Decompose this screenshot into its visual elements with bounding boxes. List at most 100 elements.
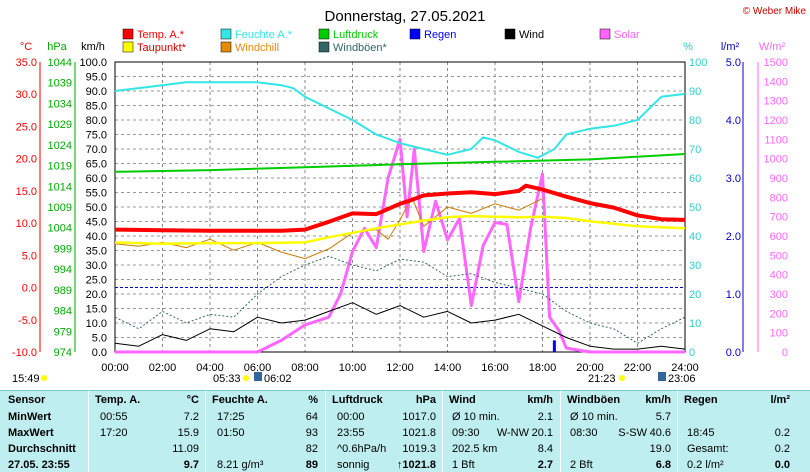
solar-tick-label: 1400	[764, 76, 788, 88]
legend-swatch	[318, 41, 330, 53]
rain-tick-label: 4.0	[726, 115, 741, 127]
table-cell: 82	[305, 443, 318, 455]
table-header-unit: °C	[186, 394, 199, 406]
hum-tick-label: 0	[689, 347, 695, 359]
plot-frame	[114, 61, 686, 353]
legend-swatch	[599, 28, 611, 40]
wind-tick-label: 15.0	[86, 304, 107, 316]
press-tick-label: 1044	[48, 57, 72, 69]
table-row-label: Durchschnitt	[8, 443, 76, 455]
legend-label: Windböen*	[333, 42, 388, 54]
table-cell: 19.0	[649, 443, 671, 455]
table-cell: 2.7	[537, 459, 553, 471]
x-tick-label: 20:00	[576, 362, 604, 374]
legend-swatch	[122, 41, 134, 53]
table-header: Regen	[684, 394, 718, 406]
table-cell: 64	[305, 411, 318, 423]
sun-time-left: 15:49	[12, 373, 40, 385]
solar-tick-label: 200	[770, 308, 788, 320]
solar-tick-label: 1000	[764, 154, 788, 166]
temp-tick-label: 5.0	[22, 250, 37, 262]
solar-tick-label: 1200	[764, 115, 788, 127]
table-cell: 8.4	[537, 443, 553, 455]
table-cell: 11.09	[172, 443, 199, 455]
x-tick-label: 04:00	[196, 362, 224, 374]
legend-label: Solar	[614, 29, 640, 41]
wind-tick-label: 60.0	[86, 173, 107, 185]
wind-tick-label: 55.0	[86, 188, 107, 200]
wind-tick-label: 35.0	[86, 246, 107, 258]
press-tick-label: 984	[54, 306, 72, 318]
temp-tick-label: -10.0	[12, 347, 37, 359]
wind-tick-label: 40.0	[86, 231, 107, 243]
table-header: Wind	[449, 394, 476, 406]
wind-tick-label: 80.0	[86, 115, 107, 127]
x-tick-label: 12:00	[386, 362, 414, 374]
table-cell: 202.5 km	[452, 443, 498, 455]
table-cell: 09:30	[452, 427, 480, 439]
weather-chart: Donnerstag, 27.05.2021 © Weber Mike Temp. …	[12, 6, 807, 385]
press-tick-label: 1024	[48, 140, 72, 152]
press-tick-label: 1019	[48, 161, 72, 173]
table-cell: ^0.6hPa/h	[337, 443, 387, 455]
series-luftdruck	[114, 153, 686, 173]
wind-tick-label: 100.0	[79, 57, 107, 69]
table-cell: Gesamt:	[687, 443, 729, 455]
table-divider	[205, 391, 206, 472]
table-cell: 5.7	[655, 411, 671, 423]
legend-label: Wind	[519, 29, 544, 41]
solar-tick-label: 1500	[764, 57, 788, 69]
table-cell: 0.2	[774, 443, 790, 455]
table-cell: sonnig	[337, 459, 370, 471]
unit-hum: %	[683, 41, 693, 53]
press-tick-label: 979	[54, 326, 72, 338]
x-tick-label: 00:00	[101, 362, 129, 374]
table-cell: 20.1	[531, 427, 553, 439]
solar-tick-label: 1100	[764, 134, 788, 146]
legend-label: Windchill	[235, 42, 279, 54]
hum-tick-label: 30	[689, 260, 701, 272]
table-cell: 23:55	[337, 427, 365, 439]
sunset-icon	[619, 375, 625, 381]
legend-swatch	[220, 28, 232, 40]
x-tick-label: 18:00	[529, 362, 557, 374]
sunset-time: 21:23	[588, 373, 616, 385]
table-cell: 1019.3	[402, 443, 436, 455]
solar-tick-label: 500	[770, 250, 788, 262]
hum-tick-label: 100	[689, 57, 707, 69]
wind-tick-label: 5.0	[92, 333, 107, 345]
rain-tick-label: 2.0	[726, 231, 741, 243]
solar-tick-label: 100	[770, 328, 788, 340]
x-tick-label: 10:00	[339, 362, 367, 374]
wind-tick-label: 45.0	[86, 217, 107, 229]
table-cell: 08:30	[570, 427, 598, 439]
legend-label: Temp. A.*	[137, 29, 185, 41]
hum-tick-label: 60	[689, 173, 701, 185]
hum-tick-label: 20	[689, 289, 701, 301]
unit-wind: km/h	[81, 41, 105, 53]
press-tick-label: 994	[54, 264, 72, 276]
wind-tick-label: 90.0	[86, 86, 107, 98]
series-taupunkt	[114, 214, 686, 245]
solar-tick-label: 300	[770, 289, 788, 301]
series-windchill	[114, 196, 543, 260]
table-cell: 01:50	[217, 427, 245, 439]
table-header: Feuchte A.	[212, 394, 268, 406]
wind-tick-label: 75.0	[86, 130, 107, 142]
hum-tick-label: 50	[689, 202, 701, 214]
sun-icon	[41, 375, 47, 381]
table-header-unit: hPa	[415, 394, 436, 406]
press-tick-label: 1034	[48, 98, 72, 110]
legend-swatch	[318, 28, 330, 40]
temp-tick-label: 20.0	[16, 154, 37, 166]
table-cell: 8.21 g/m³	[217, 459, 264, 471]
table-cell: 17:25	[217, 411, 245, 423]
credit-text: © Weber Mike	[743, 6, 807, 17]
solar-tick-label: 400	[770, 270, 788, 282]
x-tick-label: 24:00	[671, 362, 699, 374]
legend-label: Feuchte A.*	[235, 29, 293, 41]
rain-tick-label: 3.0	[726, 173, 741, 185]
press-tick-label: 974	[54, 347, 72, 359]
unit-solar: W/m²	[759, 41, 786, 53]
rain-tick-label: 1.0	[726, 289, 741, 301]
